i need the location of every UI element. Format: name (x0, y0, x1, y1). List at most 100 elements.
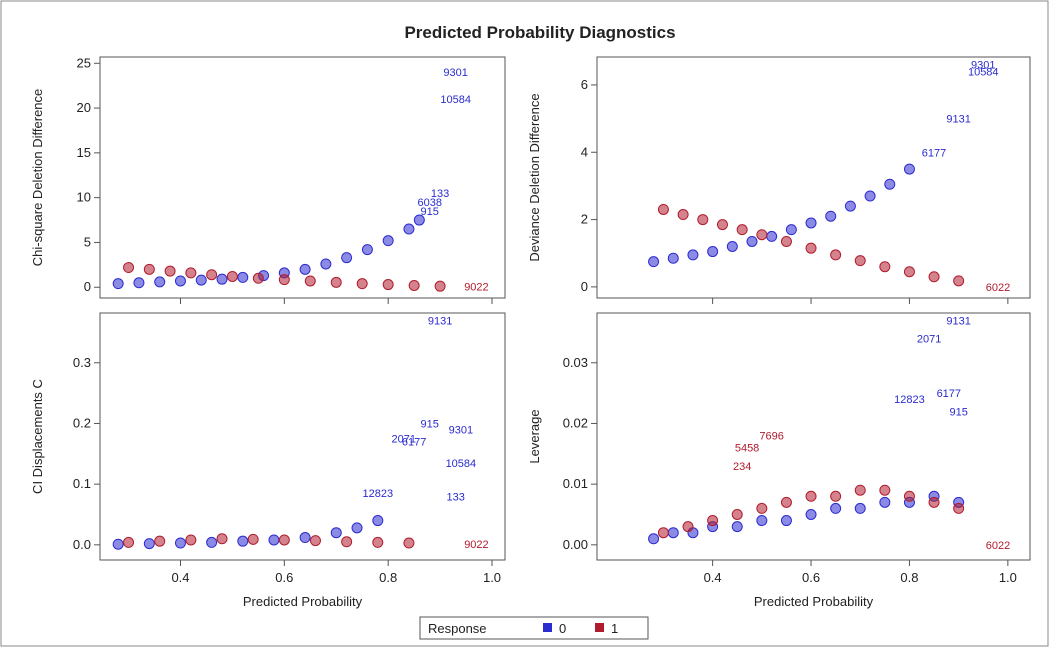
point-label: 234 (733, 461, 751, 473)
y-tick-label: 0.3 (73, 355, 91, 370)
point-label: 133 (431, 188, 449, 200)
point (854, 502, 866, 514)
point (657, 527, 669, 539)
x-tick-label: 0.8 (900, 570, 918, 585)
point (879, 261, 891, 273)
point (830, 249, 842, 261)
y-tick-label: 15 (77, 145, 91, 160)
point (372, 515, 384, 527)
plot-area (596, 312, 1031, 561)
point (143, 538, 155, 550)
plot-area (99, 56, 506, 299)
point (657, 203, 669, 215)
point (320, 258, 332, 270)
point-label: 12823 (362, 488, 393, 500)
point (413, 214, 425, 226)
point (928, 496, 940, 508)
point (356, 278, 368, 290)
point-label: 6022 (986, 282, 1010, 294)
point (805, 242, 817, 254)
y-tick-label: 0.01 (563, 476, 588, 491)
plot-area (99, 312, 506, 561)
point (174, 537, 186, 549)
point (756, 502, 768, 514)
point (206, 536, 218, 548)
point-label: 9301 (449, 425, 473, 437)
point (726, 241, 738, 253)
point (174, 275, 186, 287)
point (780, 496, 792, 508)
legend-box (419, 616, 649, 640)
x-tick-label: 0.6 (275, 570, 293, 585)
point (716, 219, 728, 231)
point (736, 224, 748, 236)
point (707, 515, 719, 527)
point (351, 522, 363, 534)
y-tick-label: 25 (77, 55, 91, 70)
point (237, 271, 249, 283)
point (746, 235, 758, 247)
y-tick-label: 0 (84, 279, 91, 294)
point-label: 9022 (464, 281, 488, 293)
point-label: 10584 (440, 94, 471, 106)
point-label: 6177 (922, 147, 946, 159)
point (825, 210, 837, 222)
y-axis-label: Deviance Deletion Difference (527, 93, 542, 261)
y-axis-label: CI Displacements C (30, 379, 45, 494)
point (252, 272, 264, 284)
point (854, 484, 866, 496)
point-label: 6177 (402, 437, 426, 449)
point (805, 217, 817, 229)
point (403, 537, 415, 549)
point (953, 275, 965, 287)
point (667, 252, 679, 264)
point (928, 271, 940, 283)
point (247, 533, 259, 545)
point (278, 274, 290, 286)
point (226, 270, 238, 282)
point-label: 9301 (443, 67, 467, 79)
x-tick-label: 1.0 (483, 570, 501, 585)
y-tick-label: 0.00 (563, 537, 588, 552)
point (677, 209, 689, 221)
point (185, 267, 197, 279)
point (844, 200, 856, 212)
point (123, 262, 135, 274)
point (731, 508, 743, 520)
y-tick-label: 0.1 (73, 476, 91, 491)
point (382, 235, 394, 247)
point (361, 244, 373, 256)
point-label: 9301 (971, 60, 995, 72)
y-tick-label: 10 (77, 190, 91, 205)
point (206, 269, 218, 281)
point (731, 521, 743, 533)
point (408, 279, 420, 291)
point (667, 527, 679, 539)
point-label: 9131 (946, 315, 970, 327)
point-label: 10584 (968, 66, 999, 78)
point (133, 277, 145, 289)
point (864, 190, 876, 202)
x-tick-label: 0.4 (171, 570, 189, 585)
point (854, 255, 866, 267)
point (766, 230, 778, 242)
point (154, 276, 166, 288)
point (112, 538, 124, 550)
point-label: 915 (421, 206, 439, 218)
point (341, 252, 353, 264)
point (756, 229, 768, 241)
point-label: 9022 (464, 539, 488, 551)
point (785, 224, 797, 236)
point (195, 274, 207, 286)
point-label: 915 (949, 406, 967, 418)
point (682, 521, 694, 533)
x-tick-label: 0.8 (379, 570, 397, 585)
point (780, 515, 792, 527)
legend-label: 0 (559, 621, 566, 636)
point (341, 536, 353, 548)
point (216, 273, 228, 285)
point (237, 535, 249, 547)
point (112, 278, 124, 290)
point (434, 280, 446, 292)
